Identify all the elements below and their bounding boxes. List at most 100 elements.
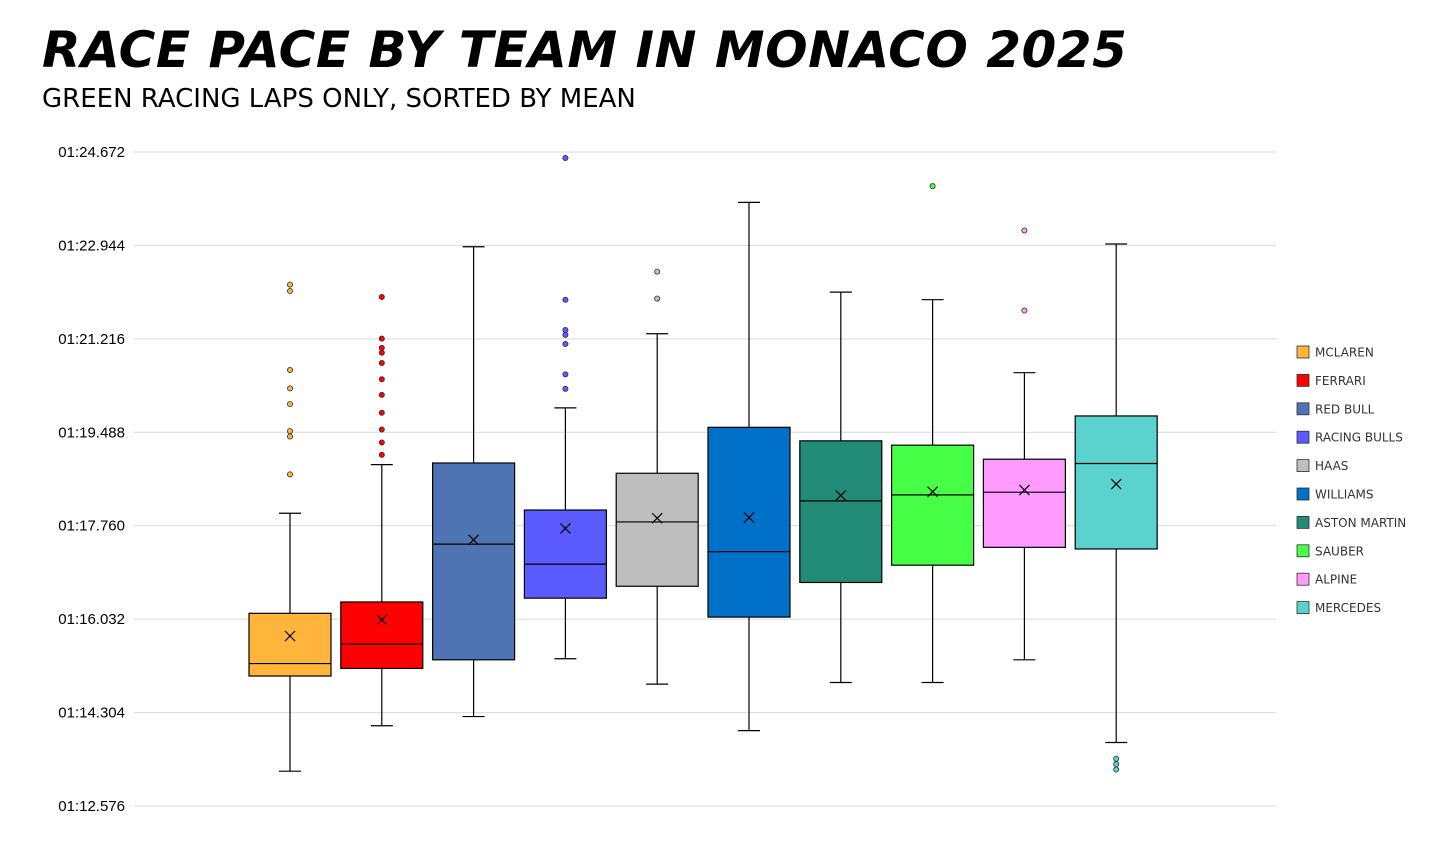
outlier-point	[286, 471, 293, 478]
legend: MCLAREN FERRARI RED BULL RACING BULLS HAAS WI…	[1296, 345, 1406, 615]
legend-swatch	[1296, 572, 1310, 586]
legend-item-williams: WILLIAMS	[1296, 487, 1374, 502]
box-williams	[707, 201, 791, 732]
mean-marker	[559, 522, 571, 534]
outlier-point	[286, 385, 293, 392]
legend-swatch	[1296, 373, 1310, 387]
y-tick-label: 01:24.672	[58, 144, 125, 161]
box-mercedes	[1074, 243, 1158, 773]
outlier-point	[1113, 761, 1120, 768]
outlier-point	[562, 296, 569, 303]
legend-item-mclaren: MCLAREN	[1296, 345, 1374, 360]
outlier-point	[562, 341, 569, 348]
outlier-point	[286, 433, 293, 440]
iqr-box	[523, 509, 608, 599]
box-racing-bulls	[523, 155, 608, 660]
iqr-box	[248, 612, 332, 677]
mean-marker	[927, 486, 939, 498]
mean-marker	[284, 630, 296, 642]
y-tick-label: 01:19.488	[58, 424, 125, 441]
legend-swatch	[1296, 402, 1310, 416]
outlier-point	[1113, 755, 1120, 762]
legend-item-racing-bulls: RACING BULLS	[1296, 431, 1403, 445]
legend-item-alpine: ALPINE	[1296, 572, 1357, 587]
legend-label: MCLAREN	[1315, 346, 1374, 360]
legend-item-mercedes: MERCEDES	[1296, 601, 1381, 615]
outlier-point	[286, 428, 293, 435]
legend-label: ASTON MARTIN	[1315, 516, 1406, 530]
mean-marker	[743, 512, 755, 524]
outlier-point	[562, 371, 569, 378]
iqr-box	[890, 444, 975, 566]
legend-item-red-bull: RED BULL	[1296, 402, 1375, 416]
iqr-box	[340, 601, 424, 670]
legend-label: RED BULL	[1315, 402, 1375, 416]
outlier-point	[378, 349, 385, 356]
y-axis-tick-labels: 01:12.576 01:14.304 01:16.032 01:17.760 01:1…	[58, 144, 125, 815]
outlier-point	[654, 295, 661, 302]
boxes	[248, 155, 1158, 773]
chart-title: RACE PACE BY TEAM IN MONACO 2025	[42, 21, 1128, 79]
box-haas	[615, 268, 699, 685]
chart-subtitle: GREEN RACING LAPS ONLY, SORTED BY MEAN	[42, 84, 636, 114]
box-ferrari	[340, 294, 424, 727]
outlier-point	[378, 391, 385, 398]
outlier-point	[562, 331, 569, 338]
legend-item-ferrari: FERRARI	[1296, 373, 1366, 388]
outlier-point	[654, 268, 661, 275]
outlier-point	[378, 294, 385, 301]
outlier-point	[378, 335, 385, 342]
outlier-point	[286, 366, 293, 373]
outlier-point	[562, 326, 569, 333]
mean-marker	[651, 512, 663, 524]
y-tick-label: 01:14.304	[58, 705, 125, 722]
legend-label: RACING BULLS	[1315, 431, 1403, 445]
outlier-point	[929, 183, 936, 190]
outlier-point	[378, 451, 385, 458]
outlier-point	[378, 439, 385, 446]
box-aston-martin	[799, 291, 883, 684]
box-alpine	[982, 227, 1067, 661]
outlier-point	[378, 409, 385, 416]
iqr-box	[982, 458, 1067, 548]
legend-swatch	[1296, 516, 1310, 529]
mean-marker	[468, 534, 480, 546]
y-tick-label: 01:16.032	[58, 611, 125, 628]
mean-marker	[1018, 484, 1030, 496]
outlier-point	[562, 385, 569, 392]
outlier-point	[378, 376, 385, 383]
legend-label: FERRARI	[1315, 374, 1366, 388]
legend-swatch	[1296, 601, 1310, 614]
mean-marker	[835, 490, 847, 501]
mean-marker	[376, 614, 388, 626]
outlier-point	[562, 155, 569, 162]
legend-label: SAUBER	[1315, 544, 1364, 558]
outlier-point	[378, 359, 385, 366]
legend-swatch	[1296, 345, 1310, 359]
legend-swatch	[1296, 544, 1310, 558]
y-tick-label: 01:22.944	[58, 237, 125, 254]
y-tick-label: 01:17.760	[58, 518, 125, 535]
outlier-point	[1021, 227, 1028, 234]
outlier-point	[286, 281, 293, 288]
outlier-point	[378, 426, 385, 433]
legend-item-aston-martin: ASTON MARTIN	[1296, 516, 1406, 530]
y-tick-label: 01:12.576	[58, 798, 125, 815]
box-sauber	[890, 183, 975, 684]
legend-label: HAAS	[1315, 459, 1348, 473]
iqr-box	[432, 462, 516, 661]
iqr-box	[615, 472, 699, 587]
outlier-point	[378, 344, 385, 351]
iqr-box	[799, 440, 883, 584]
legend-swatch	[1296, 487, 1310, 501]
legend-swatch	[1296, 459, 1310, 473]
outlier-point	[1021, 307, 1028, 314]
legend-item-haas: HAAS	[1296, 459, 1348, 473]
outlier-point	[286, 401, 293, 408]
iqr-box	[707, 426, 791, 618]
legend-item-sauber: SAUBER	[1296, 544, 1364, 558]
box-mclaren	[248, 281, 332, 772]
box-red-bull	[432, 246, 516, 718]
y-tick-label: 01:21.216	[58, 331, 125, 348]
